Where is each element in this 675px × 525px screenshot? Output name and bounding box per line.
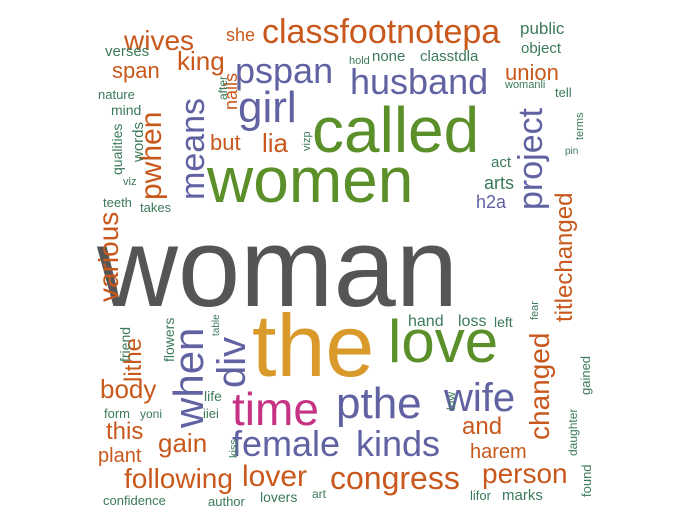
cloud-word-hold: hold xyxy=(349,55,370,67)
cloud-word-lifor: lifor xyxy=(470,488,491,503)
cloud-word-span: span xyxy=(112,58,160,83)
cloud-word-teeth: teeth xyxy=(103,195,132,210)
cloud-word-found: found xyxy=(579,464,594,497)
cloud-word-hand: hand xyxy=(408,313,444,330)
cloud-word-marks: marks xyxy=(502,487,543,504)
cloud-word-but: but xyxy=(210,130,241,155)
cloud-word-loss: loss xyxy=(458,313,487,330)
cloud-word-table: table xyxy=(211,314,222,336)
cloud-word-plant: plant xyxy=(98,445,142,467)
cloud-word-classfootnotepa: classfootnotepa xyxy=(262,13,501,51)
cloud-word-means: means xyxy=(174,97,212,200)
cloud-word-this: this xyxy=(106,418,144,445)
cloud-word-following: following xyxy=(124,463,233,494)
cloud-word-nature: nature xyxy=(98,87,135,102)
cloud-word-female: female xyxy=(232,423,341,464)
cloud-word-low: low xyxy=(444,391,458,410)
cloud-word-changed: changed xyxy=(524,332,555,440)
cloud-word-mind: mind xyxy=(111,102,142,118)
cloud-word-flowers: flowers xyxy=(161,317,177,362)
cloud-word-girl: girl xyxy=(238,83,297,132)
cloud-word-various: various xyxy=(93,211,124,302)
cloud-word-wife: wife xyxy=(444,376,516,420)
cloud-word-husband: husband xyxy=(350,61,489,102)
cloud-word-viz: viz xyxy=(123,176,137,188)
cloud-word-after: after xyxy=(216,75,230,100)
cloud-word-qualities: qualities xyxy=(109,123,125,175)
cloud-word-confidence: confidence xyxy=(103,493,166,508)
cloud-word-terms: terms xyxy=(574,112,586,141)
cloud-word-life: life xyxy=(204,388,222,404)
cloud-word-love: love xyxy=(388,308,499,375)
cloud-word-public: public xyxy=(520,19,565,38)
cloud-word-iiei: iiei xyxy=(203,406,219,421)
cloud-word-pspan: pspan xyxy=(235,50,334,91)
cloud-word-arts: arts xyxy=(484,173,515,193)
cloud-word-lover: lover xyxy=(242,460,308,493)
cloud-word-called: called xyxy=(312,94,480,166)
cloud-word-time: time xyxy=(232,383,319,435)
cloud-word-tell: tell xyxy=(555,85,572,100)
cloud-word-project: project xyxy=(512,107,550,210)
cloud-word-union: union xyxy=(505,60,559,85)
cloud-word-gain: gain xyxy=(158,428,208,458)
cloud-word-titlechanged: titlechanged xyxy=(551,192,578,322)
cloud-word-verses: verses xyxy=(105,43,150,60)
cloud-word-king: king xyxy=(177,46,225,76)
cloud-word-wives: wives xyxy=(124,25,195,56)
cloud-word-the: the xyxy=(252,296,375,395)
cloud-word-classtdla: classtdla xyxy=(420,48,479,65)
cloud-word-body: body xyxy=(100,374,157,404)
cloud-word-author: author xyxy=(208,494,245,509)
cloud-word-object: object xyxy=(521,40,562,57)
cloud-word-vizp: vizp xyxy=(301,131,313,151)
cloud-word-pin: pin xyxy=(565,146,579,157)
cloud-word-words: words xyxy=(130,121,147,162)
cloud-word-she: she xyxy=(226,25,256,45)
cloud-word-kinds: kinds xyxy=(356,423,441,464)
cloud-word-none: none xyxy=(372,48,406,65)
cloud-word-left: left xyxy=(494,314,513,330)
cloud-word-daughter: daughter xyxy=(566,408,580,456)
cloud-word-h2a: h2a xyxy=(476,192,507,212)
cloud-word-friend: friend xyxy=(117,326,133,362)
cloud-word-harem: harem xyxy=(470,441,527,463)
cloud-word-congress: congress xyxy=(330,460,460,496)
cloud-word-lia: lia xyxy=(262,128,289,158)
cloud-word-takes: takes xyxy=(140,200,172,215)
cloud-word-gained: gained xyxy=(578,355,593,395)
cloud-word-act: act xyxy=(491,154,512,171)
cloud-word-lovers: lovers xyxy=(260,489,298,505)
cloud-word-and: and xyxy=(462,413,503,440)
cloud-word-woman: woman xyxy=(97,205,459,330)
cloud-word-women: women xyxy=(207,144,414,216)
cloud-word-yoni: yoni xyxy=(140,407,163,421)
cloud-word-fear: fear xyxy=(529,301,541,320)
cloud-word-person: person xyxy=(482,458,568,489)
cloud-word-art: art xyxy=(312,487,327,501)
cloud-word-kiss: kiss xyxy=(228,439,240,458)
cloud-word-div: div xyxy=(210,336,254,388)
cloud-word-pthe: pthe xyxy=(336,379,422,428)
cloud-word-form: form xyxy=(104,406,130,421)
cloud-word-womanli: womanli xyxy=(505,79,546,91)
